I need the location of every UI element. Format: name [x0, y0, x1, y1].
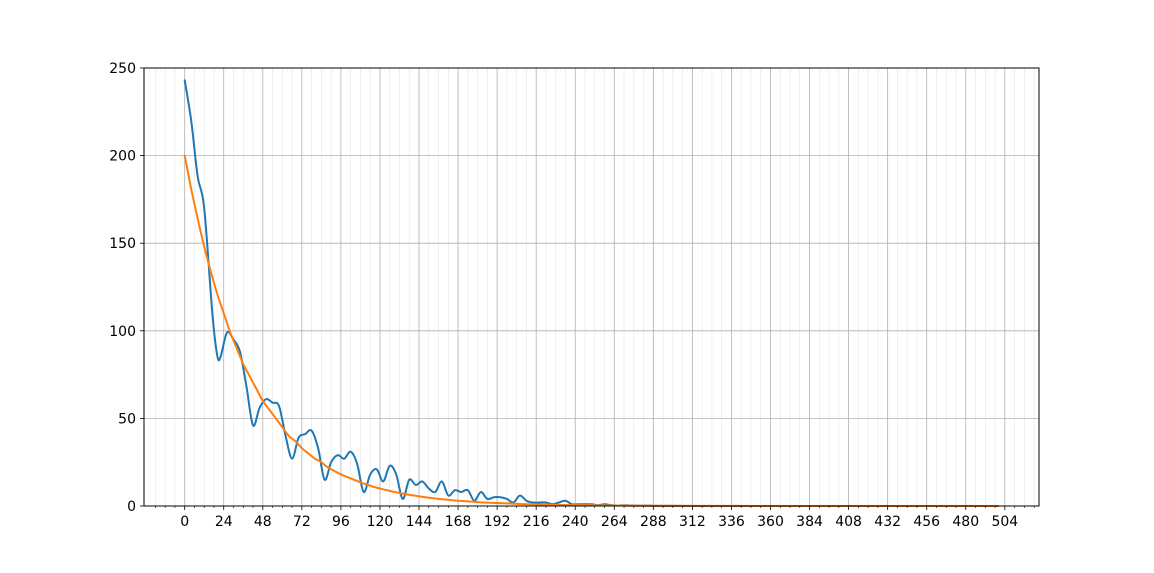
y-axis: 0 50 100 150 200 250: [109, 61, 144, 515]
x-tick-label: 432: [874, 514, 901, 530]
minor-grid: [155, 68, 1035, 506]
y-tick-label: 250: [109, 61, 136, 77]
x-tick-label: 360: [757, 514, 784, 530]
x-tick-label: 120: [367, 514, 394, 530]
x-tick-label: 72: [293, 514, 311, 530]
plot-frame: [143, 67, 1040, 507]
x-tick-label: 192: [484, 514, 511, 530]
x-tick-label: 24: [215, 514, 233, 530]
x-tick-label: 0: [180, 514, 189, 530]
x-tick-label: 168: [445, 514, 472, 530]
x-tick-label: 216: [523, 514, 550, 530]
x-tick-label: 384: [796, 514, 823, 530]
y-tick-label: 200: [109, 149, 136, 165]
x-tick-label: 48: [254, 514, 272, 530]
y-tick-label: 150: [109, 236, 136, 252]
x-tick-label: 96: [332, 514, 350, 530]
x-tick-label: 480: [952, 514, 979, 530]
x-tick-label: 504: [991, 514, 1018, 530]
x-tick-label: 336: [718, 514, 745, 530]
x-tick-label: 264: [601, 514, 628, 530]
x-tick-label: 144: [406, 514, 433, 530]
x-axis: 0 24 48 72 96 120 144 168 192 216 240 264 288 312 336 3…: [155, 506, 1035, 530]
x-tick-label: 408: [835, 514, 862, 530]
y-tick-label: 100: [109, 324, 136, 340]
x-tick-label: 456: [913, 514, 940, 530]
y-tick-label: 0: [127, 499, 136, 515]
x-tick-label: 240: [562, 514, 589, 530]
x-tick-label: 288: [640, 514, 667, 530]
x-tick-label: 312: [679, 514, 706, 530]
y-tick-label: 50: [118, 411, 136, 427]
